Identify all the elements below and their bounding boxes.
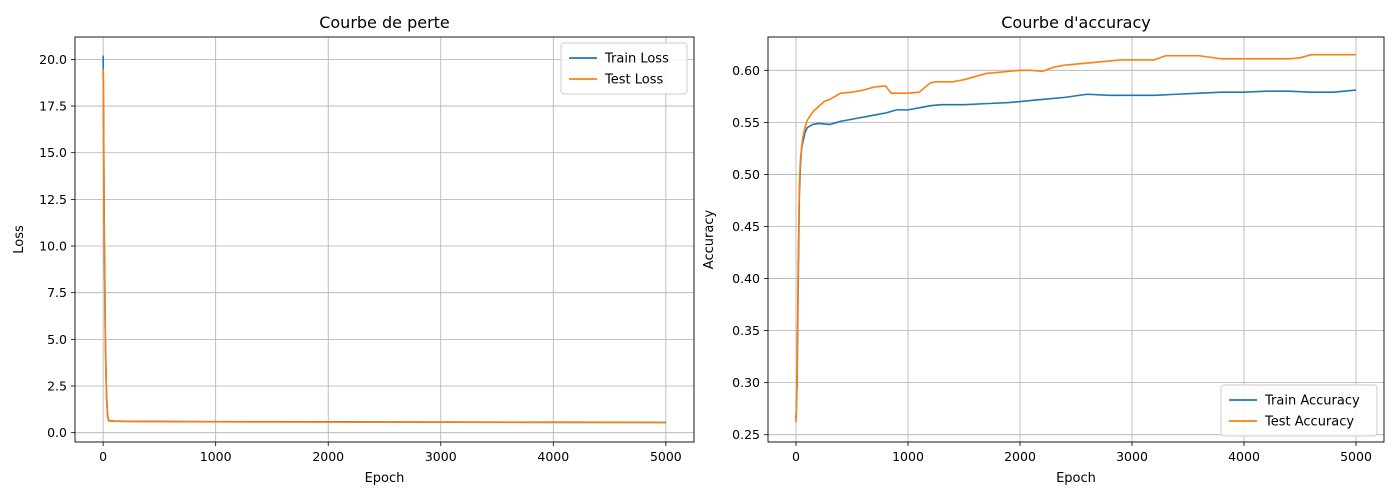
chart-1-xtick-label-5: 5000 [650,449,682,464]
chart-2-xtick-label-1: 1000 [892,449,924,464]
chart-1-ytick-label-3: 7.5 [47,285,67,300]
chart-1-series-1-line [102,55,666,424]
chart-1-ytick-label-0: 0.0 [47,425,67,440]
chart-2-ytick-label-6: 0.55 [732,115,760,130]
chart-2-ytick-label-3: 0.40 [732,271,760,286]
chart-1-xlabel: Epoch [365,471,405,486]
chart-2-ylabel: Accuracy [702,210,717,270]
chart-2-ytick-label-5: 0.50 [732,167,760,182]
chart-2-legend-label-1: Train Accuracy [1264,394,1360,409]
chart-1-frame [74,36,695,443]
chart-2-xtick-label-4: 4000 [1228,449,1260,464]
chart-2-ytick-label-0: 0.25 [732,427,760,442]
chart-1-legend: Train Loss Test Loss [560,42,688,95]
chart-2-frame [767,36,1385,443]
chart-1-legend-box [560,42,688,95]
chart-2: 0 1000 2000 3000 4000 5000 0.25 0.30 0.35 0.40 0.4… [702,13,1385,486]
chart-1-ytick-label-8: 20.0 [39,52,67,67]
chart-1-legend-label-1: Train Loss [604,52,669,67]
chart-1-xtick-label-1: 1000 [200,449,232,464]
chart-2-legend-label-2: Test Accuracy [1264,415,1354,430]
chart-2-xtick-label-5: 5000 [1340,449,1372,464]
chart-1-ytick-label-2: 5.0 [47,332,67,347]
chart-2-xtick-label-0: 0 [792,449,800,464]
chart-2-series-1-line [795,89,1357,420]
chart-1-ytick-label-4: 10.0 [39,239,67,254]
chart-1: 0 1000 2000 3000 4000 5000 0.0 2.5 5.0 7.5 10.0 12.… [12,13,695,486]
chart-2-xlabel: Epoch [1056,471,1096,486]
chart-2-series-2-line [795,53,1356,423]
chart-1-series-2-line [102,68,666,424]
chart-1-ytick-label-6: 15.0 [39,145,67,160]
chart-1-ytick-label-5: 12.5 [39,192,67,207]
chart-2-legend: Train Accuracy Test Accuracy [1220,384,1378,437]
chart-1-xtick-label-0: 0 [99,449,107,464]
chart-2-ytick-label-1: 0.30 [732,375,760,390]
chart-2-xtick-label-3: 3000 [1116,449,1148,464]
chart-2-ytick-label-4: 0.45 [732,219,760,234]
chart-2-xtick-label-2: 2000 [1004,449,1036,464]
chart-2-ytick-label-7: 0.60 [732,63,760,78]
chart-1-xtick-label-3: 3000 [425,449,457,464]
chart-1-xtick-label-2: 2000 [312,449,344,464]
chart-1-xtick-label-4: 4000 [537,449,569,464]
chart-2-legend-box [1220,384,1378,437]
chart-1-ylabel: Loss [12,225,27,254]
chart-1-ytick-label-1: 2.5 [47,379,67,394]
chart-1-legend-label-2: Test Loss [604,73,663,88]
chart-1-title: Courbe de perte [319,13,450,32]
chart-1-ytick-label-7: 17.5 [39,99,67,114]
chart-2-ytick-label-2: 0.35 [732,323,760,338]
chart-2-title: Courbe d'accuracy [1001,13,1151,32]
